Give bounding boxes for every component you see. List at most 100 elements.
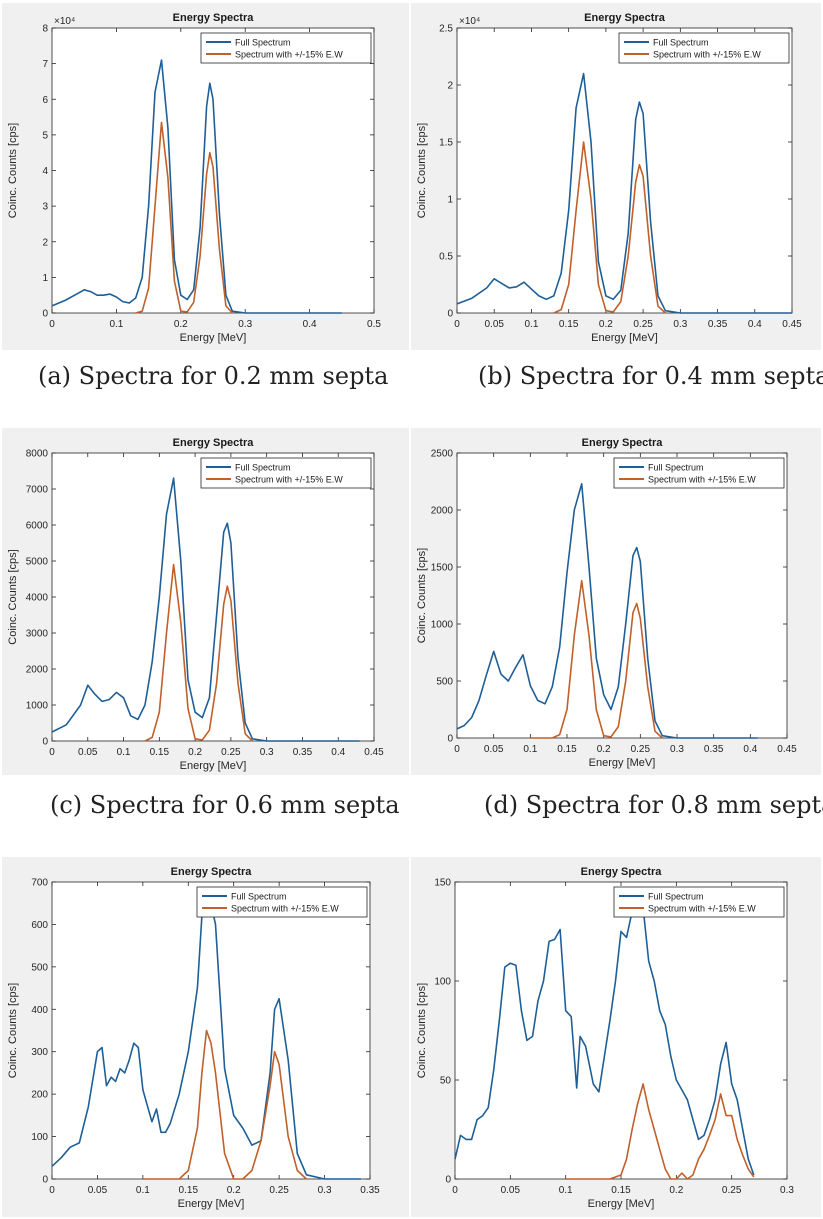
legend-box: [613, 457, 785, 489]
legend-label: Spectrum with +/-15% E.W: [648, 475, 756, 485]
x-tick-label: 0.05: [501, 1185, 521, 1196]
y-axis-label: Coinc. Counts [cps]: [7, 549, 19, 644]
caption-b: (b) Spectra for 0.4 mm septa: [478, 362, 823, 390]
x-tick-label: 0.3: [780, 1185, 794, 1196]
full-spectrum-line: [456, 72, 792, 314]
full-spectrum-line: [51, 477, 360, 742]
legend-label: Spectrum with +/-15% E.W: [235, 475, 343, 485]
y-tick-label: 1000: [431, 620, 454, 631]
chart-title: Energy Spectra: [173, 437, 255, 449]
y-tick-label: 50: [440, 1076, 452, 1087]
x-tick-label: 0.25: [269, 1185, 289, 1196]
y-tick-label: 5000: [26, 557, 49, 568]
y-tick-label: 200: [31, 1090, 48, 1101]
y-tick-label: 1500: [431, 563, 454, 574]
x-tick-label: 0.25: [631, 744, 651, 755]
windowed-spectrum-line: [135, 121, 233, 314]
legend-box: [200, 457, 372, 489]
y-tick-label: 0: [42, 1175, 48, 1186]
x-tick-label: 0.15: [557, 744, 577, 755]
x-tick-label: 0.1: [136, 1185, 150, 1196]
chart-title: Energy Spectra: [171, 866, 253, 878]
y-tick-label: 7: [42, 59, 48, 70]
plot-area: [454, 881, 788, 1180]
x-tick-label: 0: [49, 1185, 55, 1196]
y-tick-label: 100: [434, 977, 451, 988]
y-axis-label: Coinc. Counts [cps]: [416, 123, 428, 218]
plot-area: [456, 452, 788, 739]
y-exponent-label: ×10⁴: [54, 16, 75, 27]
chart-panel-c: 0 0.05 0.1 0.15 0.2 0.25 0.3 0.35 0.4 0.45 0 1000 20…: [2, 428, 409, 775]
y-tick-label: 150: [434, 878, 451, 889]
x-axis-label: Energy [MeV]: [180, 332, 247, 344]
x-tick-label: 0.3: [318, 1185, 332, 1196]
x-tick-label: 0.2: [174, 319, 188, 330]
y-exponent-label: ×10⁴: [459, 16, 480, 27]
legend-label: Spectrum with +/-15% E.W: [235, 50, 343, 60]
y-tick-label: 0: [447, 309, 453, 320]
y-tick-label: 2000: [431, 506, 454, 517]
y-tick-label: 3000: [26, 629, 49, 640]
x-tick-label: 0: [49, 319, 55, 330]
legend-box: [200, 32, 372, 64]
chart-title: Energy Spectra: [581, 866, 663, 878]
caption-c: (c) Spectra for 0.6 mm septa: [50, 791, 400, 819]
y-tick-label: 0: [447, 734, 453, 745]
legend-label: Spectrum with +/-15% E.W: [653, 50, 761, 60]
x-tick-label: 0.15: [611, 1185, 631, 1196]
y-tick-label: 1: [42, 273, 48, 284]
x-tick-label: 0.3: [670, 744, 684, 755]
x-tick-label: 0.45: [364, 747, 384, 758]
y-tick-label: 4: [42, 166, 48, 177]
x-tick-label: 0.2: [669, 1185, 683, 1196]
x-tick-label: 0.35: [293, 747, 313, 758]
y-tick-label: 8000: [26, 449, 49, 460]
chart-title: Energy Spectra: [582, 437, 664, 449]
y-tick-label: 0: [42, 737, 48, 748]
x-tick-label: 0: [452, 1185, 458, 1196]
y-tick-label: 6000: [26, 521, 49, 532]
y-tick-label: 0: [42, 309, 48, 320]
full-spectrum-line: [51, 889, 361, 1180]
chart-title: Energy Spectra: [173, 12, 255, 24]
full-spectrum-line: [51, 59, 342, 314]
legend-label: Full Spectrum: [648, 463, 704, 473]
x-tick-label: 0.35: [708, 319, 728, 330]
plot-area: [51, 452, 375, 742]
energy-spectra-chart: 0 0.05 0.1 0.15 0.2 0.25 0.3 0.35 0.4 0.45 0 1000 20…: [7, 437, 384, 772]
y-tick-label: 2000: [26, 665, 49, 676]
y-axis-label: Coinc. Counts [cps]: [416, 548, 428, 643]
x-axis-label: Energy [MeV]: [178, 1198, 245, 1210]
x-tick-label: 0.25: [722, 1185, 742, 1196]
x-tick-label: 0.25: [633, 319, 653, 330]
legend-label: Full Spectrum: [648, 892, 704, 902]
y-tick-label: 2.5: [439, 24, 453, 35]
energy-spectra-chart: 0 0.05 0.1 0.15 0.2 0.25 0.3 0.35 0.4 0.45 0 500 100…: [416, 437, 797, 769]
x-axis-label: Energy [MeV]: [588, 1198, 655, 1210]
legend-label: Full Spectrum: [235, 463, 291, 473]
x-tick-label: 0.3: [238, 319, 252, 330]
y-tick-label: 600: [31, 920, 48, 931]
y-tick-label: 3: [42, 202, 48, 213]
full-spectrum-line: [454, 900, 755, 1176]
legend-box: [196, 886, 368, 918]
x-tick-label: 0.4: [748, 319, 762, 330]
y-axis-label: Coinc. Counts [cps]: [416, 983, 428, 1078]
legend-label: Full Spectrum: [235, 38, 291, 48]
x-tick-label: 0: [454, 319, 460, 330]
x-tick-label: 0.05: [484, 744, 504, 755]
x-tick-label: 0.05: [484, 319, 504, 330]
chart-title: Energy Spectra: [584, 12, 666, 24]
x-tick-label: 0.15: [179, 1185, 199, 1196]
x-tick-label: 0.3: [673, 319, 687, 330]
legend-label: Full Spectrum: [231, 892, 287, 902]
chart-panel-e: 0 0.05 0.1 0.15 0.2 0.25 0.3 0.35 0 100 200 300 400 5…: [2, 857, 409, 1217]
energy-spectra-chart: 0 0.1 0.2 0.3 0.4 0.5 0 1 2 3 4 5 6 7 8 ×10⁴ Energy Spec…: [7, 12, 381, 344]
energy-spectra-chart: 0 0.05 0.1 0.15 0.2 0.25 0.3 0.35 0.4 0.45 0 0.5 1 1.…: [416, 12, 802, 344]
plot-area: [51, 881, 371, 1180]
x-axis-label: Energy [MeV]: [180, 760, 247, 772]
x-tick-label: 0.4: [743, 744, 757, 755]
y-tick-label: 300: [31, 1047, 48, 1058]
legend-label: Spectrum with +/-15% E.W: [648, 904, 756, 914]
legend-box: [613, 886, 785, 918]
